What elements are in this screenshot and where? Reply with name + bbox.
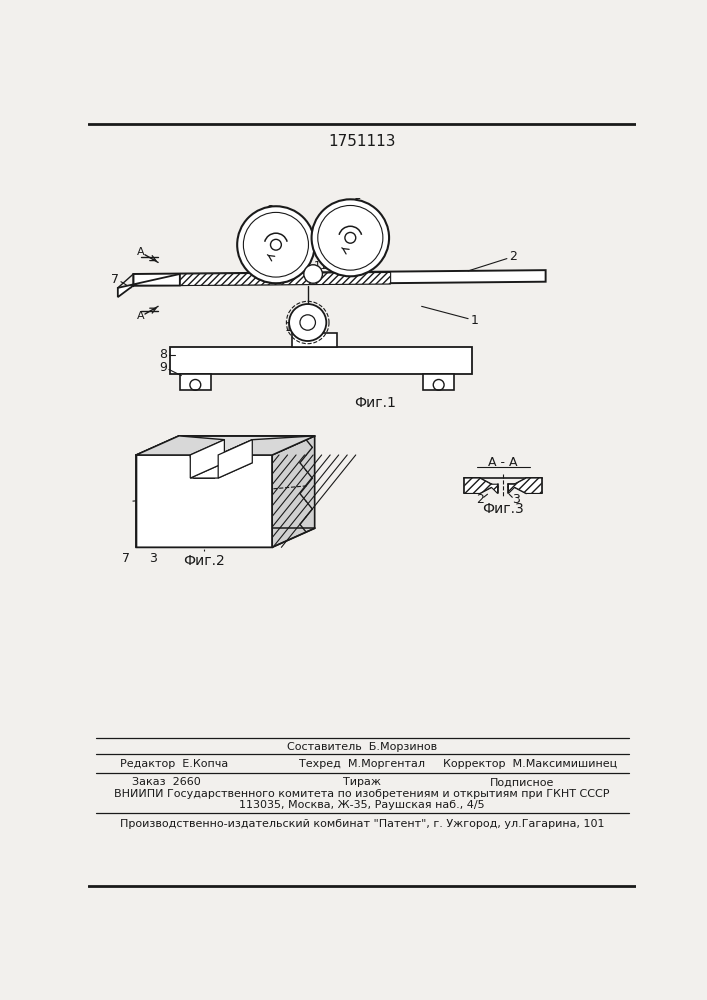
Text: 7: 7 [122,552,129,565]
Text: 7: 7 [112,273,119,286]
Text: Заказ  2660: Заказ 2660 [132,777,200,787]
Text: 6: 6 [265,204,273,217]
Text: 5: 5 [354,197,362,210]
Polygon shape [134,270,546,286]
Text: 10: 10 [285,321,301,334]
Text: ВНИИПИ Государственного комитета по изобретениям и открытиям при ГКНТ СССР: ВНИИПИ Государственного комитета по изоб… [115,789,609,799]
Text: Производственно-издательский комбинат "Патент", г. Ужгород, ул.Гагарина, 101: Производственно-издательский комбинат "П… [119,819,604,829]
Text: А: А [137,311,145,321]
Polygon shape [118,274,180,297]
Text: 1: 1 [470,314,478,327]
Polygon shape [218,440,252,478]
Text: 4: 4 [194,437,201,450]
Polygon shape [136,436,224,455]
Text: Составитель  Б.Морзинов: Составитель Б.Морзинов [287,742,437,752]
Text: 113035, Москва, Ж-35, Раушская наб., 4/5: 113035, Москва, Ж-35, Раушская наб., 4/5 [239,800,485,810]
Bar [292,333,337,347]
Circle shape [289,304,327,341]
Text: Редактор  Е.Копча: Редактор Е.Копча [119,759,228,769]
Circle shape [237,206,315,283]
Polygon shape [190,440,224,478]
Text: 3: 3 [513,493,520,506]
Polygon shape [464,478,498,493]
Text: Фиг.3: Фиг.3 [482,502,524,516]
Circle shape [304,265,322,283]
Text: Корректор  М.Максимишинец: Корректор М.Максимишинец [443,759,617,769]
Circle shape [300,315,315,330]
Text: Подписное: Подписное [490,777,554,787]
Circle shape [243,212,308,277]
Text: А: А [137,247,145,257]
Text: 3: 3 [150,552,158,565]
Text: Фиг.2: Фиг.2 [183,554,225,568]
Polygon shape [218,436,315,455]
Circle shape [317,205,383,270]
Text: Фиг.1: Фиг.1 [354,396,396,410]
Polygon shape [508,478,542,493]
Polygon shape [272,436,315,547]
Circle shape [312,199,389,276]
Text: 6: 6 [214,465,222,478]
Polygon shape [136,436,315,455]
Bar [170,347,472,374]
Text: A - A: A - A [489,456,518,469]
Text: Тираж: Тираж [343,777,381,787]
Text: 2: 2 [476,493,484,506]
Text: Техред  М.Моргентал: Техред М.Моргентал [299,759,425,769]
Polygon shape [190,463,252,478]
Text: 11: 11 [314,261,328,271]
Polygon shape [180,272,391,286]
Circle shape [271,239,281,250]
Text: 2: 2 [509,250,517,263]
Text: 1751113: 1751113 [328,134,396,149]
Text: 9: 9 [160,361,168,374]
Bar [423,374,454,389]
Polygon shape [136,455,272,547]
Text: 8: 8 [160,348,168,361]
Circle shape [345,232,356,243]
Bar [180,374,211,389]
